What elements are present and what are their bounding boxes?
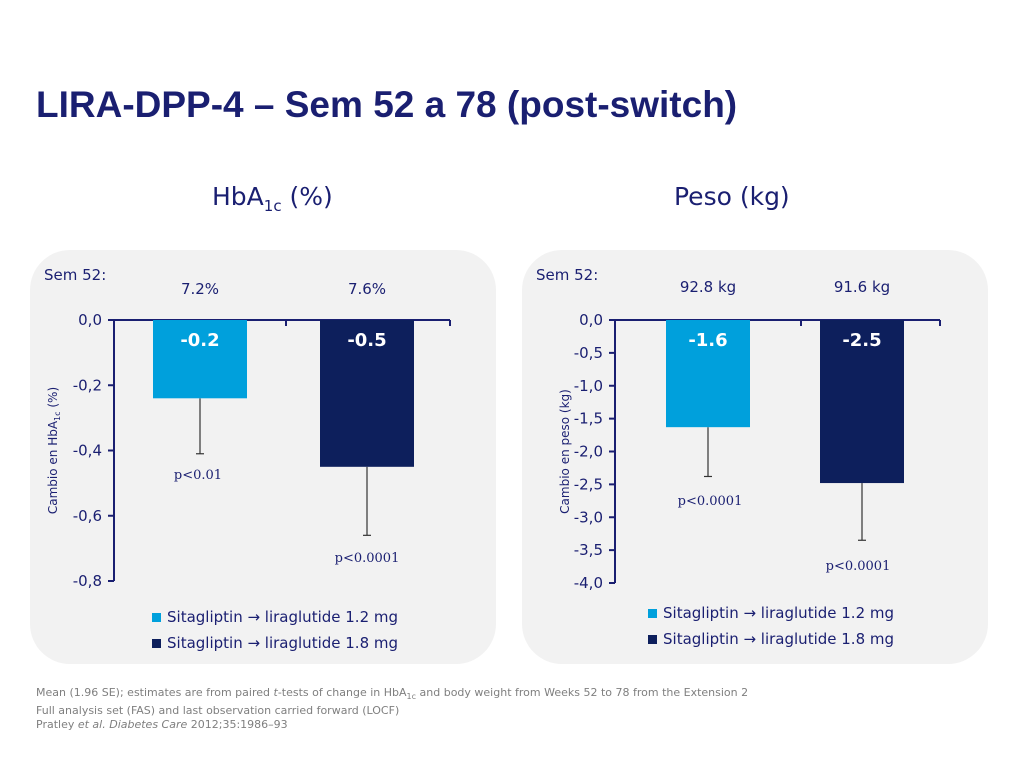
hba1c-title-main: HbA	[212, 182, 264, 211]
y-tick-label: -0,4	[73, 442, 102, 460]
legend-label-18mg: Sitagliptin → liraglutide 1.8 mg	[663, 630, 895, 648]
bar	[666, 320, 750, 428]
y-tick-label: -0,6	[73, 507, 102, 525]
baseline-value: 92.8 kg	[680, 278, 736, 296]
y-tick-label: -0,5	[574, 344, 603, 362]
footnote-text: and body weight from Weeks 52 to 78 from…	[416, 686, 749, 699]
footnote-sub: 1c	[406, 692, 417, 702]
weight-chart: 0,0 -0,5 -1,0 -1,5 -2,0 -2,5 -3,0 -3,5 -4,0 Cambi…	[558, 278, 941, 592]
legend-item-12mg: Sitagliptin → liraglutide 1.2 mg	[648, 600, 894, 626]
legend-swatch-12mg	[152, 612, 161, 622]
hba1c-chart: 0,0 -0,2 -0,4 -0,6 -0,8 Cambio en HbA1c (%) -0…	[46, 280, 451, 590]
p-value-label: p<0.0001	[335, 551, 400, 566]
y-tick-label: -1,0	[574, 377, 603, 395]
footnote-italic: t	[273, 686, 278, 699]
footnote-line-2: Full analysis set (FAS) and last observa…	[36, 704, 400, 718]
y-tick-label: -2,0	[574, 443, 603, 461]
p-value-label: p<0.01	[174, 468, 222, 483]
hba1c-title-sub: 1c	[263, 197, 282, 215]
legend-label-18mg: Sitagliptin → liraglutide 1.8 mg	[167, 634, 399, 652]
footnote-italic: et al. Diabetes Care	[77, 718, 188, 732]
legend-item-18mg: Sitagliptin → liraglutide 1.8 mg	[152, 630, 398, 656]
weight-title-main: Peso (kg)	[674, 182, 790, 211]
legend-item-12mg: Sitagliptin → liraglutide 1.2 mg	[152, 604, 398, 630]
weight-legend: Sitagliptin → liraglutide 1.2 mg Sitagli…	[648, 600, 894, 652]
bar-value-label: -1.6	[688, 330, 727, 351]
y-tick-label: -2,5	[574, 475, 603, 493]
footnote-text: Pratley	[36, 718, 78, 732]
weight-panel-title: Peso (kg)	[674, 182, 790, 211]
footnotes: Mean (1.96 SE); estimates are from paire…	[36, 686, 748, 732]
legend-swatch-18mg	[648, 634, 657, 644]
p-value-label: p<0.0001	[826, 559, 891, 574]
bar	[820, 320, 904, 484]
baseline-value: 91.6 kg	[834, 278, 890, 296]
baseline-value: 7.6%	[348, 280, 386, 298]
bar-value-label: -0.2	[180, 330, 219, 351]
hba1c-panel: 0,0 -0,2 -0,4 -0,6 -0,8 Cambio en HbA1c (%) -0…	[30, 250, 496, 664]
hba1c-baseline-label: Sem 52:	[44, 266, 107, 284]
bar-value-label: -0.5	[347, 330, 386, 351]
y-tick-label: -3,5	[574, 541, 603, 559]
legend-label-12mg: Sitagliptin → liraglutide 1.2 mg	[167, 608, 399, 626]
bar-value-label: -2.5	[842, 330, 881, 351]
p-value-label: p<0.0001	[678, 494, 743, 509]
footnote-text: -tests of change in HbA	[277, 686, 407, 699]
y-axis-title: Cambio en peso (kg)	[558, 389, 572, 514]
y-tick-label: -1,5	[574, 410, 603, 428]
footnote-text: Mean (1.96 SE); estimates are from paire…	[36, 686, 274, 699]
y-tick-label: -3,0	[574, 508, 603, 526]
y-tick-label: -4,0	[574, 574, 603, 592]
hba1c-panel-title: HbA1c (%)	[212, 182, 333, 215]
weight-panel: 0,0 -0,5 -1,0 -1,5 -2,0 -2,5 -3,0 -3,5 -4,0 Cambi…	[522, 250, 988, 664]
legend-label-12mg: Sitagliptin → liraglutide 1.2 mg	[663, 604, 895, 622]
y-tick-label: 0,0	[78, 311, 102, 329]
legend-item-18mg: Sitagliptin → liraglutide 1.8 mg	[648, 626, 894, 652]
y-axis-title: Cambio en HbA1c (%)	[46, 387, 62, 514]
bar	[153, 320, 247, 399]
bar	[320, 320, 414, 467]
footnote-line-1: Mean (1.96 SE); estimates are from paire…	[36, 686, 748, 704]
slide-title: LIRA-DPP-4 – Sem 52 a 78 (post-switch)	[36, 84, 738, 125]
hba1c-legend: Sitagliptin → liraglutide 1.2 mg Sitagli…	[152, 604, 398, 656]
y-tick-label: -0,2	[73, 376, 102, 394]
legend-swatch-18mg	[152, 638, 161, 648]
legend-swatch-12mg	[648, 608, 657, 618]
y-tick-label: 0,0	[579, 311, 603, 329]
y-tick-label: -0,8	[73, 572, 102, 590]
footnote-line-3: Pratley et al. Diabetes Care 2012;35:198…	[36, 718, 748, 732]
weight-baseline-label: Sem 52:	[536, 266, 599, 284]
hba1c-title-rest: (%)	[281, 182, 333, 211]
footnote-text: 2012;35:1986–93	[187, 718, 288, 732]
baseline-value: 7.2%	[181, 280, 219, 298]
